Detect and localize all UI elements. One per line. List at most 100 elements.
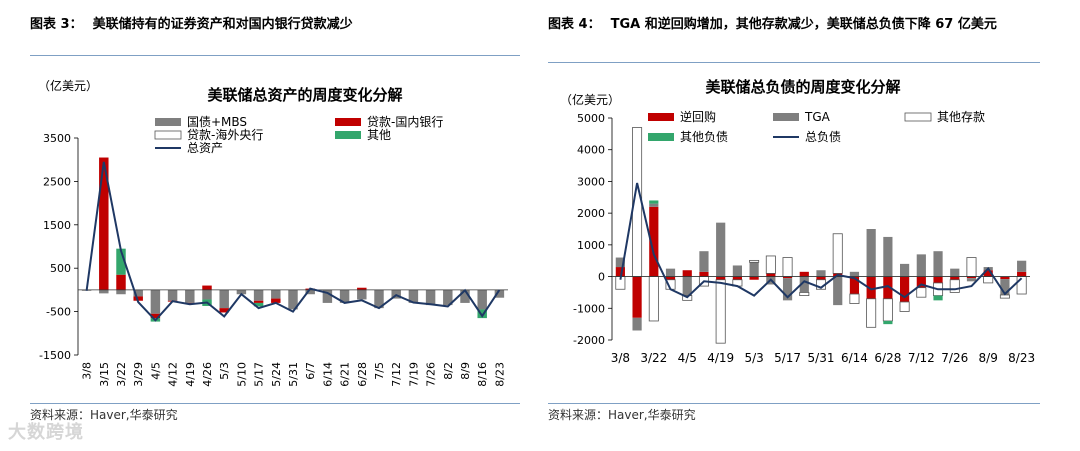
bar-其他: [116, 248, 126, 275]
bar-贷款-国内银行: [116, 274, 126, 290]
bar-其他存款: [882, 298, 893, 322]
bar-其他存款: [916, 287, 927, 298]
bar-TGA: [716, 222, 726, 277]
bar-逆回购: [766, 273, 776, 277]
left-top-rule: [30, 55, 520, 56]
x-tick-label: 6/7: [304, 362, 317, 380]
bar-逆回购: [1017, 271, 1027, 277]
bar-国债+MBS: [425, 289, 436, 306]
bar-逆回购: [849, 276, 860, 295]
x-tick-label: 5/24: [270, 362, 283, 387]
bar-国债+MBS: [339, 289, 350, 303]
bar-贷款-国内银行: [219, 308, 229, 313]
bar-其他存款: [749, 259, 760, 263]
bar-其他负债: [883, 320, 893, 325]
legend-label-总资产: 总资产: [187, 141, 223, 155]
bar-逆回购: [866, 276, 876, 299]
bar-国债+MBS: [271, 289, 281, 299]
bar-其他存款: [832, 233, 843, 274]
right-bottom-rule: [548, 403, 1040, 404]
bar-其他负债: [933, 295, 943, 301]
bar-TGA: [799, 276, 809, 293]
bar-国债+MBS: [494, 289, 505, 298]
legend-label-国债+MBS: 国债+MBS: [187, 115, 247, 129]
x-tick-label: 7/19: [407, 362, 420, 387]
bar-其他存款: [782, 257, 793, 277]
bar-其他存款: [799, 292, 810, 297]
bar-TGA: [883, 236, 893, 277]
bar-TGA: [900, 263, 910, 277]
bar-贷款-国内银行: [271, 298, 281, 303]
y-tick-label: 0: [598, 271, 605, 284]
bar-TGA: [866, 229, 876, 277]
bar-国债+MBS: [305, 289, 315, 295]
line-总资产: [85, 161, 501, 322]
x-tick-label: 7/26: [425, 362, 438, 387]
bar-TGA: [833, 276, 843, 306]
bar-逆回购: [883, 276, 893, 299]
left-figure-label: 图表 3：: [30, 17, 83, 32]
bar-国债+MBS: [477, 289, 487, 310]
x-tick-label: 8/16: [476, 362, 489, 387]
bar-TGA: [950, 268, 960, 277]
bar-逆回购: [983, 270, 993, 277]
y-tick-label: -1000: [573, 302, 605, 315]
bar-国债+MBS: [322, 289, 333, 303]
x-tick-label: 8/9: [459, 362, 472, 380]
bar-TGA: [665, 268, 676, 277]
x-tick-label: 3/22: [115, 362, 128, 387]
legend-swatch-贷款-海外央行: [154, 130, 182, 140]
legend-label-其他存款: 其他存款: [937, 110, 985, 124]
legend-swatch-其他负债: [648, 133, 674, 141]
x-tick-label: 4/19: [707, 351, 734, 365]
legend-swatch-TGA: [773, 113, 799, 121]
bar-其他存款: [849, 293, 860, 304]
y-tick-label: 1000: [577, 239, 605, 252]
x-tick-label: 6/14: [321, 362, 334, 387]
bar-其他: [253, 302, 264, 307]
line-总负债: [619, 182, 1023, 299]
bar-其他存款: [899, 301, 910, 312]
bar-其他存款: [765, 255, 776, 274]
right-source: 资料来源：Haver,华泰研究: [548, 408, 696, 422]
bar-TGA: [933, 251, 943, 277]
x-tick-label: 7/5: [373, 362, 386, 380]
y-tick-label: 2000: [577, 207, 605, 220]
y-tick-label: -1500: [39, 349, 71, 362]
legend-swatch-逆回购: [648, 113, 674, 121]
bar-逆回购: [682, 270, 692, 277]
y-tick-label: -2000: [573, 334, 605, 347]
bar-逆回购: [732, 276, 742, 280]
y-axis-unit-label: （亿美元）: [560, 92, 620, 107]
x-tick-label: 6/21: [339, 362, 352, 387]
x-tick-label: 5/3: [744, 351, 763, 365]
bar-国债+MBS: [185, 289, 195, 303]
bar-逆回购: [916, 276, 926, 288]
x-tick-label: 3/8: [611, 351, 630, 365]
bar-国债+MBS: [460, 289, 470, 303]
bar-贷款-国内银行: [202, 285, 212, 290]
bar-逆回购: [782, 276, 793, 279]
bar-TGA: [966, 278, 977, 282]
x-tick-label: 5/31: [808, 351, 835, 365]
right-figure-title: 图表 4： TGA 和逆回购增加，其他存款减少，美联储总负债下降 67 亿美元: [548, 14, 1040, 36]
bar-TGA: [682, 276, 692, 296]
left-figure-panel: 图表 3： 美联储持有的证券资产和对国内银行贷款减少: [30, 0, 520, 36]
x-tick-label: 5/3: [218, 362, 231, 380]
x-tick-label: 3/8: [81, 362, 94, 380]
chart-total-liabilities: 美联储总负债的周度变化分解 （亿美元） -2000 -1000 0 1000 2000 300…: [560, 78, 1035, 365]
bar-逆回购: [950, 276, 960, 280]
x-tick-label: 8/2: [442, 362, 455, 380]
right-figure-label: 图表 4：: [548, 17, 601, 32]
bar-其他存款: [983, 276, 994, 284]
y-tick-label: 3500: [43, 132, 71, 145]
bar-国债+MBS: [219, 289, 229, 309]
bar-其他存款: [999, 294, 1010, 299]
bar-贷款-国内银行: [99, 157, 109, 290]
legend-swatch-贷款-国内银行: [335, 118, 361, 126]
bar-国债+MBS: [133, 289, 143, 297]
x-tick-label: 4/12: [167, 362, 180, 387]
x-tick-label: 8/23: [1008, 351, 1035, 365]
y-tick-label: 4000: [577, 144, 605, 157]
bar-其他负债: [649, 200, 659, 204]
